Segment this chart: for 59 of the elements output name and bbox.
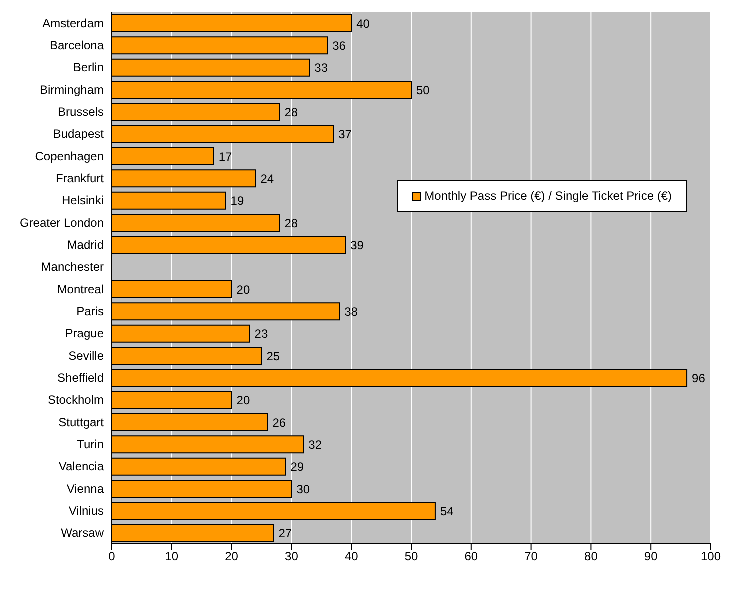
data-label: 28 bbox=[284, 105, 298, 120]
y-tick-label: Helsinki bbox=[62, 194, 104, 208]
y-tick-label: Warsaw bbox=[61, 526, 104, 540]
data-label: 28 bbox=[284, 216, 298, 230]
data-label: 38 bbox=[344, 304, 358, 319]
data-label: 19 bbox=[230, 194, 244, 208]
y-tick-label: Greater London bbox=[20, 216, 104, 230]
data-label: 37 bbox=[338, 128, 352, 142]
y-tick-label: Seville bbox=[68, 348, 104, 363]
data-label: 17 bbox=[218, 150, 233, 164]
y-tick-label: Stuttgart bbox=[58, 415, 105, 430]
x-tick-label: 40 bbox=[344, 550, 359, 564]
data-label: 20 bbox=[236, 282, 250, 297]
y-tick-label: Amsterdam bbox=[42, 16, 104, 30]
data-label: 20 bbox=[236, 394, 250, 408]
data-label: 23 bbox=[254, 327, 268, 342]
legend-label: Monthly Pass Price (€) / Single Ticket Price (€) bbox=[424, 189, 672, 203]
y-tick-label: Madrid bbox=[67, 238, 104, 252]
data-label: 29 bbox=[290, 460, 304, 474]
y-tick-label: Montreal bbox=[57, 282, 104, 296]
x-tick-label: 30 bbox=[285, 550, 299, 564]
x-tick-label: 50 bbox=[404, 550, 418, 564]
y-tick-label: Prague bbox=[65, 326, 104, 341]
y-tick-label: Paris bbox=[76, 304, 104, 319]
data-label: 24 bbox=[260, 172, 274, 186]
x-tick-label: 0 bbox=[108, 550, 116, 564]
x-tick-label: 10 bbox=[165, 550, 179, 564]
y-tick-label: Budapest bbox=[53, 127, 105, 142]
y-tick-label: Sheffield bbox=[58, 371, 104, 386]
x-tick-label: 20 bbox=[225, 550, 239, 564]
x-tick-label: 100 bbox=[700, 550, 722, 564]
y-tick-label: Barcelona bbox=[50, 38, 104, 53]
y-tick-label: Birmingham bbox=[40, 82, 104, 97]
data-label: 30 bbox=[296, 482, 310, 496]
data-label: 27 bbox=[278, 526, 292, 541]
data-label: 54 bbox=[440, 504, 454, 518]
y-tick-label: Valencia bbox=[58, 460, 104, 474]
x-tick-label: 60 bbox=[464, 550, 478, 564]
data-label: 32 bbox=[308, 438, 322, 452]
data-label: 25 bbox=[266, 349, 280, 364]
y-tick-label: Berlin bbox=[73, 60, 104, 75]
y-tick-label: Stockholm bbox=[48, 393, 104, 408]
data-label: 50 bbox=[416, 83, 430, 98]
data-label: 33 bbox=[314, 61, 328, 76]
y-tick-label: Vienna bbox=[66, 482, 104, 496]
y-tick-label: Brussels bbox=[58, 105, 104, 120]
y-tick-label: Vilnius bbox=[68, 504, 104, 518]
data-label: 40 bbox=[356, 16, 370, 31]
y-tick-label: Turin bbox=[77, 438, 104, 452]
y-tick-label: Manchester bbox=[41, 260, 104, 274]
x-tick-label: 70 bbox=[524, 550, 538, 564]
data-label: 36 bbox=[332, 38, 346, 53]
data-label: 39 bbox=[350, 238, 364, 252]
y-tick-label: Frankfurt bbox=[56, 172, 105, 186]
y-tick-label: Copenhagen bbox=[35, 149, 104, 164]
x-tick-label: 90 bbox=[644, 550, 658, 564]
data-label: 96 bbox=[692, 371, 706, 386]
data-label: 26 bbox=[272, 416, 286, 430]
x-tick-label: 80 bbox=[584, 550, 598, 564]
